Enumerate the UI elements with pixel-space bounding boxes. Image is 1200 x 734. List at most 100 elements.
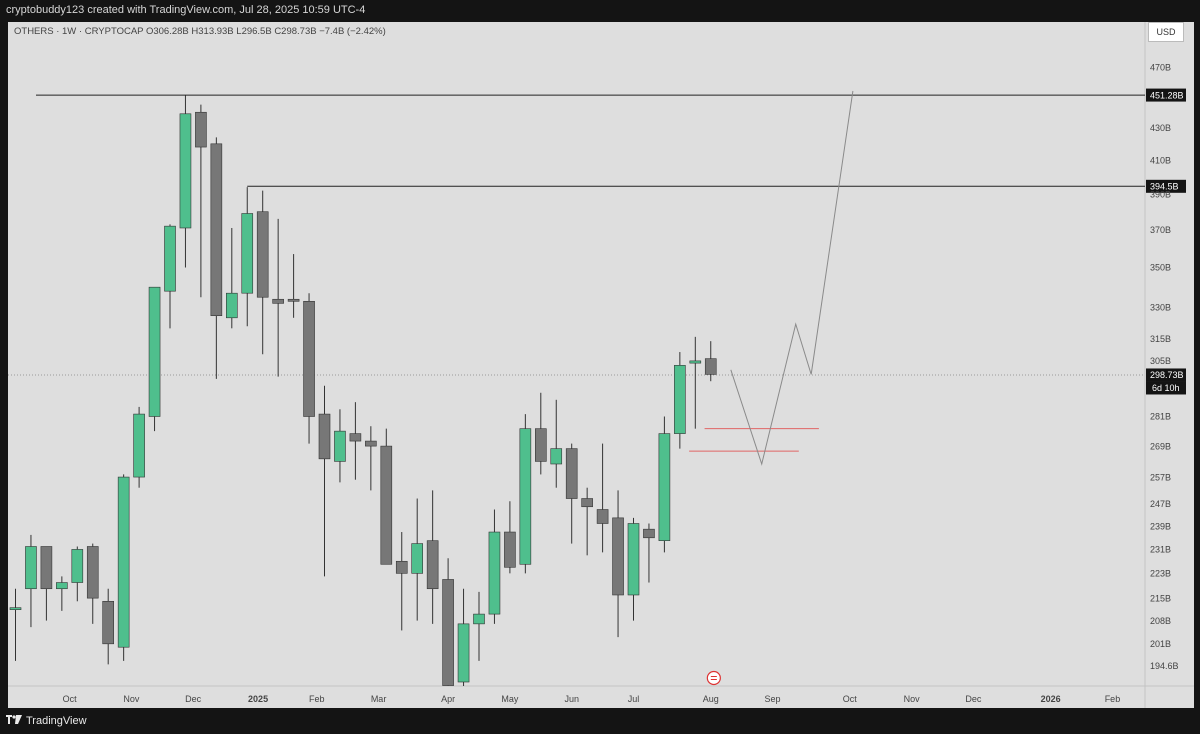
candle-body[interactable] <box>179 113 192 229</box>
price-tick-label: 350B <box>1150 263 1171 273</box>
candle-body[interactable] <box>86 546 99 599</box>
candle-body[interactable] <box>349 433 362 442</box>
candle-body[interactable] <box>195 111 207 148</box>
candle-body[interactable] <box>164 225 176 292</box>
projection-path <box>730 90 854 466</box>
candle-body[interactable] <box>133 413 145 478</box>
price-label-box <box>1146 179 1186 193</box>
price-tick-label: 315B <box>1150 334 1171 344</box>
candle-body[interactable] <box>272 298 284 304</box>
candle-body[interactable] <box>658 433 671 541</box>
time-tick-label: Feb <box>309 694 325 704</box>
price-label-box <box>1146 368 1186 382</box>
price-tick-label: 298.73B <box>1150 370 1184 380</box>
candle-body[interactable] <box>426 540 439 590</box>
price-tick-label: 215B <box>1150 593 1171 603</box>
time-tick-label: Nov <box>123 694 140 704</box>
price-tick-label: 281B <box>1150 412 1171 422</box>
price-tick-label: 247B <box>1150 499 1171 509</box>
candle-body[interactable] <box>473 613 485 625</box>
candle-body[interactable] <box>303 300 315 417</box>
price-tick-label: 257B <box>1150 472 1171 482</box>
candle-body[interactable] <box>9 607 22 610</box>
time-tick-label: Jul <box>628 694 640 704</box>
candle-body[interactable] <box>117 476 130 648</box>
top-attribution-bar: cryptobuddy123 created with TradingView.… <box>0 0 1200 22</box>
symbol-legend: OTHERS · 1W · CRYPTOCAP O306.28B H313.93… <box>14 26 386 37</box>
price-tick-label: 223B <box>1150 569 1171 579</box>
price-tick-label: 231B <box>1150 545 1171 555</box>
candle-body[interactable] <box>550 448 563 465</box>
price-tick-label: 194.6B <box>1150 661 1179 671</box>
news-flag-icon <box>706 670 721 686</box>
time-tick-label: Sep <box>765 694 781 704</box>
time-tick-label: 2026 <box>1041 694 1061 704</box>
time-tick-label: Feb <box>1105 694 1121 704</box>
candle-body[interactable] <box>612 517 624 596</box>
price-tick-label: 305B <box>1150 356 1171 366</box>
candle-body[interactable] <box>643 528 655 539</box>
candle-body[interactable] <box>565 448 578 499</box>
time-tick-label: Mar <box>371 694 387 704</box>
candle-body[interactable] <box>519 428 532 565</box>
tradingview-brand: TradingView <box>26 715 87 727</box>
price-tick-label: 410B <box>1150 155 1171 165</box>
candle-body[interactable] <box>226 292 238 319</box>
candle-body[interactable] <box>689 360 702 364</box>
candle-body[interactable] <box>534 428 547 462</box>
candle-body[interactable] <box>71 549 84 583</box>
candle-body[interactable] <box>148 286 161 417</box>
price-tick-label: 201B <box>1150 639 1171 649</box>
candle-body[interactable] <box>365 440 377 447</box>
price-tick-label: 470B <box>1150 63 1171 73</box>
candle-body[interactable] <box>411 543 424 574</box>
time-tick-label: Aug <box>703 694 719 704</box>
chart-area[interactable]: 470B 451.28B 430B 410B 394.5B 390B 370B 350B 330… <box>8 22 1194 708</box>
candle-body[interactable] <box>488 531 501 615</box>
candle-body[interactable] <box>457 623 470 683</box>
candle-body[interactable] <box>581 498 593 508</box>
candle-body[interactable] <box>241 213 254 294</box>
candle-body[interactable] <box>334 430 346 462</box>
time-tick-label: Jun <box>564 694 579 704</box>
candle-body[interactable] <box>25 546 37 590</box>
candle-body[interactable] <box>704 358 717 375</box>
candle-body[interactable] <box>395 560 408 574</box>
price-tick-label: 394.5B <box>1150 182 1179 192</box>
candle-body[interactable] <box>287 298 300 302</box>
candle-body[interactable] <box>56 582 68 590</box>
time-tick-label: Apr <box>441 694 455 704</box>
price-tick-label: 390B <box>1150 189 1171 199</box>
candle-body[interactable] <box>380 445 393 565</box>
candle-body[interactable] <box>40 546 53 590</box>
candle-body[interactable] <box>627 523 640 596</box>
time-tick-label: Oct <box>843 694 858 704</box>
bottom-bar: TradingView <box>0 708 1200 734</box>
time-tick-label: May <box>501 694 519 704</box>
candle-body[interactable] <box>256 211 269 298</box>
price-label-box <box>1146 88 1186 102</box>
time-tick-label: Nov <box>904 694 921 704</box>
candle-body[interactable] <box>210 143 223 317</box>
candle-body[interactable] <box>674 365 686 434</box>
currency-selector[interactable]: USD <box>1148 22 1184 42</box>
candle-body[interactable] <box>504 531 516 568</box>
price-tick-label: 269B <box>1150 441 1171 451</box>
countdown-label: 6d 10h <box>1152 383 1180 393</box>
candle-body[interactable] <box>596 509 609 524</box>
price-tick-label: 430B <box>1150 123 1171 133</box>
time-tick-label: Dec <box>965 694 982 704</box>
candle-body[interactable] <box>442 579 454 686</box>
price-tick-label: 330B <box>1150 303 1171 313</box>
time-tick-label: Dec <box>185 694 202 704</box>
candle-body[interactable] <box>318 413 331 460</box>
time-tick-label: 2025 <box>248 694 268 704</box>
candle-body[interactable] <box>102 600 114 645</box>
price-tick-label: 239B <box>1150 522 1171 532</box>
countdown-box <box>1146 381 1186 395</box>
price-tick-label: 370B <box>1150 225 1171 235</box>
tradingview-logo-icon <box>6 715 22 724</box>
price-tick-label: 451.28B <box>1150 90 1184 100</box>
time-tick-label: Oct <box>63 694 78 704</box>
